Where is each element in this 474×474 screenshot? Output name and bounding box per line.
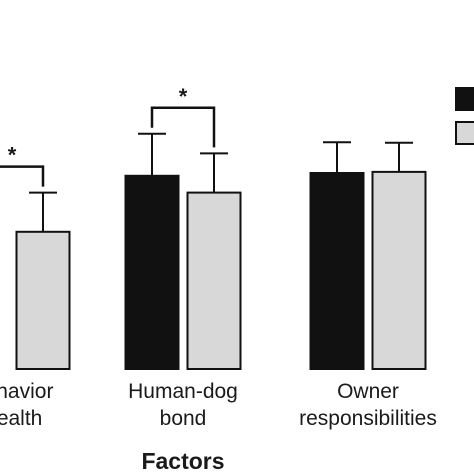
significance-layer: **	[0, 84, 216, 187]
legend-swatch-1	[455, 121, 474, 145]
x-tick-label-line: Health	[0, 407, 42, 430]
bar-2-0	[309, 172, 365, 370]
legend-swatch-0	[455, 87, 474, 111]
legend	[455, 87, 474, 145]
significance-marker-1: *	[179, 84, 188, 109]
x-tick-label-line: Behavior	[0, 380, 53, 403]
bar-2-1	[371, 170, 427, 370]
bar-1-1	[186, 191, 242, 370]
x-tick-label-line: responsibilities	[299, 407, 437, 430]
x-tick-label-line: Human-dog	[128, 380, 238, 403]
x-tick-labels: Behavior Health Human-dog bond Owner responsi…	[0, 380, 437, 430]
x-tick-label-2: Owner responsibilities	[299, 380, 437, 430]
bar-0-1	[15, 230, 71, 370]
significance-marker-0: *	[8, 143, 17, 168]
bar-1-0	[124, 174, 180, 370]
significance-bracket-1	[150, 106, 216, 148]
x-tick-label-1: Human-dog bond	[128, 380, 238, 430]
x-tick-label-0: Behavior Health	[0, 380, 53, 430]
significance-bracket-0	[0, 165, 45, 187]
x-tick-label-line: Owner	[337, 380, 399, 403]
x-tick-label-line: bond	[160, 407, 207, 430]
error-bars-layer	[29, 132, 413, 232]
bars-layer	[15, 170, 427, 370]
x-axis-title: Factors	[141, 448, 224, 474]
